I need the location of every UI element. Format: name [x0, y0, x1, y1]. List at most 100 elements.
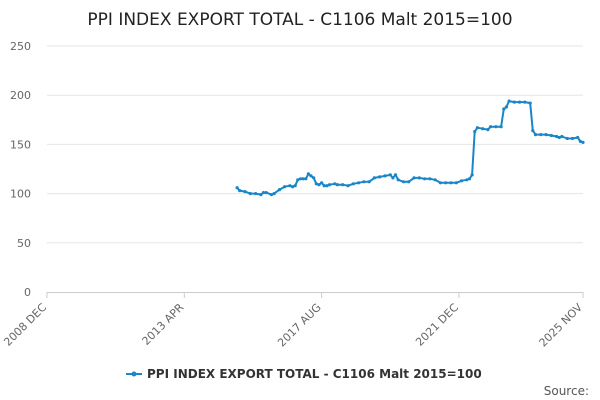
data-point[interactable]	[293, 184, 297, 188]
data-point[interactable]	[499, 125, 503, 129]
data-point[interactable]	[346, 184, 350, 188]
data-point[interactable]	[362, 180, 366, 184]
data-point[interactable]	[449, 181, 453, 185]
data-point[interactable]	[261, 191, 266, 195]
data-point[interactable]	[465, 178, 469, 182]
legend[interactable]: PPI INDEX EXPORT TOTAL - C1106 Malt 2015…	[126, 367, 482, 381]
data-point[interactable]	[494, 125, 498, 129]
data-point[interactable]	[383, 174, 387, 178]
data-point[interactable]	[314, 182, 318, 186]
data-point[interactable]	[438, 181, 442, 185]
data-point[interactable]	[378, 175, 382, 179]
data-point[interactable]	[283, 185, 287, 189]
data-point[interactable]	[507, 99, 511, 103]
data-point[interactable]	[238, 189, 242, 193]
data-point[interactable]	[423, 177, 427, 181]
legend-series-name: PPI INDEX EXPORT TOTAL - C1106 Malt 2015…	[147, 367, 482, 381]
data-point[interactable]	[272, 192, 276, 196]
source-label: Source:	[544, 384, 589, 398]
data-point[interactable]	[248, 192, 252, 196]
data-point[interactable]	[391, 176, 395, 180]
data-point[interactable]	[288, 184, 292, 188]
data-point[interactable]	[576, 135, 580, 140]
data-point[interactable]	[312, 176, 316, 180]
x-tick-label: 2013 APR	[140, 301, 187, 348]
data-point[interactable]	[433, 178, 437, 182]
data-point[interactable]	[367, 180, 371, 184]
data-point[interactable]	[291, 185, 295, 189]
data-point[interactable]	[372, 176, 376, 180]
data-point[interactable]	[475, 126, 479, 130]
y-tick-label: 150	[10, 138, 31, 151]
chart-title: PPI INDEX EXPORT TOTAL - C1106 Malt 2015…	[87, 10, 512, 30]
data-point[interactable]	[320, 181, 324, 185]
data-point[interactable]	[459, 179, 464, 183]
data-point[interactable]	[259, 193, 263, 197]
data-point[interactable]	[504, 105, 508, 109]
data-point[interactable]	[351, 182, 355, 186]
data-point[interactable]	[489, 125, 493, 129]
data-point[interactable]	[401, 180, 406, 184]
data-point[interactable]	[407, 180, 411, 184]
data-point[interactable]	[581, 140, 585, 144]
data-point[interactable]	[298, 177, 303, 181]
data-point[interactable]	[518, 100, 522, 104]
data-point[interactable]	[470, 173, 474, 177]
data-point[interactable]	[388, 173, 392, 177]
data-point[interactable]	[428, 177, 432, 181]
data-point[interactable]	[533, 133, 538, 137]
data-point[interactable]	[570, 136, 575, 141]
data-point[interactable]	[335, 183, 339, 187]
x-tick-label: 2021 DEC	[413, 301, 461, 349]
data-point[interactable]	[454, 181, 458, 185]
data-point[interactable]	[269, 193, 273, 197]
data-point[interactable]	[557, 135, 561, 140]
y-tick-label: 100	[10, 188, 31, 201]
data-point[interactable]	[393, 173, 398, 177]
data-point[interactable]	[560, 134, 564, 139]
data-point[interactable]	[523, 100, 527, 104]
data-point[interactable]	[531, 129, 535, 133]
data-point[interactable]	[473, 130, 477, 134]
data-point[interactable]	[304, 177, 308, 181]
data-point[interactable]	[277, 188, 281, 192]
data-point[interactable]	[512, 100, 516, 104]
legend-marker-symbol	[131, 371, 137, 377]
axis-layer: 0 50 100 150 200 250 2008 DEC 2013 APR 2017 AUG 2…	[1, 40, 585, 350]
data-point[interactable]	[539, 133, 543, 137]
data-point[interactable]	[243, 190, 247, 194]
data-point[interactable]	[544, 133, 548, 137]
data-point[interactable]	[549, 133, 553, 138]
data-point[interactable]	[325, 184, 329, 188]
x-tick-label: 2017 AUG	[275, 301, 324, 350]
data-point[interactable]	[333, 182, 337, 186]
data-point[interactable]	[301, 177, 305, 181]
data-point[interactable]	[555, 134, 559, 139]
data-point[interactable]	[254, 192, 258, 196]
x-tick-label: 2008 DEC	[1, 301, 49, 349]
x-tick-label: 2025 NOV	[537, 301, 586, 350]
data-point[interactable]	[264, 191, 268, 195]
data-point[interactable]	[306, 172, 310, 176]
data-point[interactable]	[341, 183, 345, 187]
y-tick-label: 0	[24, 286, 31, 299]
data-point[interactable]	[481, 127, 485, 131]
data-point[interactable]	[565, 136, 569, 141]
data-point[interactable]	[412, 176, 416, 180]
data-point[interactable]	[467, 177, 472, 181]
data-point[interactable]	[502, 107, 506, 111]
data-point[interactable]	[357, 181, 361, 185]
data-point[interactable]	[317, 183, 321, 187]
data-point[interactable]	[396, 178, 400, 182]
data-point[interactable]	[309, 174, 313, 178]
data-point[interactable]	[235, 186, 239, 190]
data-point[interactable]	[417, 176, 421, 180]
data-point[interactable]	[296, 178, 300, 182]
data-point[interactable]	[486, 128, 490, 132]
data-point[interactable]	[322, 184, 326, 188]
data-point[interactable]	[327, 183, 332, 187]
series-layer	[235, 99, 585, 197]
data-point[interactable]	[528, 101, 532, 105]
data-point[interactable]	[444, 181, 448, 185]
data-point[interactable]	[578, 139, 583, 143]
